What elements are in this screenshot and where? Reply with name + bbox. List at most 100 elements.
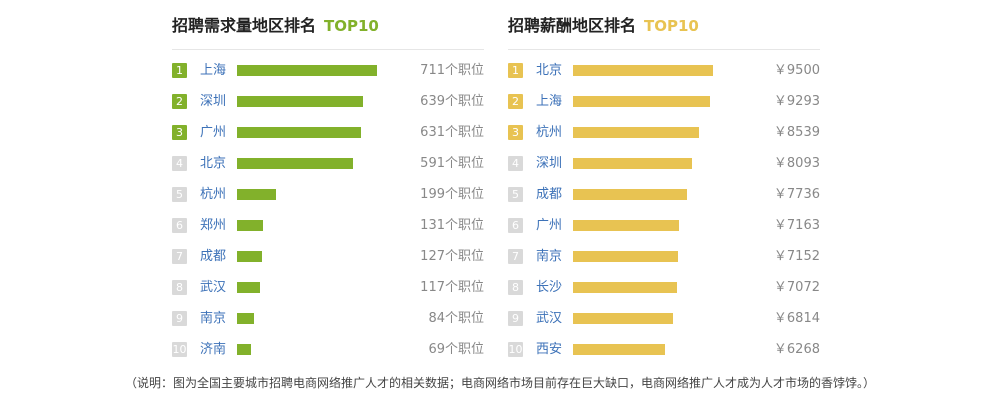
footnote: （说明：图为全国主要城市招聘电商网络推广人才的相关数据；电商网络市场目前存在巨大… xyxy=(124,376,875,390)
city-name: 杭州 xyxy=(200,187,227,202)
salary-title-divider xyxy=(508,49,820,50)
city-name: 南京 xyxy=(536,249,563,264)
ranking-row: 4 北京 591个职位 xyxy=(172,148,484,179)
ranking-row: 10 西安 ￥6268 xyxy=(508,334,820,365)
city-name: 成都 xyxy=(200,249,227,264)
ranking-row: 4 深圳 ￥8093 xyxy=(508,148,820,179)
value-bar xyxy=(237,282,260,293)
value-bar xyxy=(573,282,677,293)
city-name: 西安 xyxy=(536,342,563,357)
value-bar xyxy=(573,313,673,324)
rank-badge: 10 xyxy=(172,342,187,357)
value-bar xyxy=(237,251,262,262)
value-label: 711个职位 xyxy=(420,63,484,78)
value-label: 69个职位 xyxy=(428,342,484,357)
city-name: 长沙 xyxy=(536,280,563,295)
rank-badge: 9 xyxy=(172,311,187,326)
ranking-row: 10 济南 69个职位 xyxy=(172,334,484,365)
ranking-row: 7 成都 127个职位 xyxy=(172,241,484,272)
rank-badge: 7 xyxy=(172,249,187,264)
value-bar xyxy=(573,158,692,169)
value-label: 639个职位 xyxy=(420,94,484,109)
demand-ranking-title: 招聘需求量地区排名 TOP10 xyxy=(172,14,379,38)
rank-badge: 1 xyxy=(508,63,523,78)
ranking-row: 1 上海 711个职位 xyxy=(172,55,484,86)
value-label: ￥9500 xyxy=(773,63,820,78)
value-label: 591个职位 xyxy=(420,156,484,171)
rank-badge: 1 xyxy=(172,63,187,78)
value-label: 199个职位 xyxy=(420,187,484,202)
city-name: 上海 xyxy=(200,63,227,78)
value-label: 127个职位 xyxy=(420,249,484,264)
city-name: 北京 xyxy=(536,63,563,78)
value-bar xyxy=(573,220,679,231)
value-label: ￥8539 xyxy=(773,125,820,140)
rank-badge: 4 xyxy=(508,156,523,171)
rank-badge: 4 xyxy=(172,156,187,171)
rank-badge: 2 xyxy=(172,94,187,109)
value-bar xyxy=(573,127,699,138)
value-label: ￥7736 xyxy=(773,187,820,202)
rank-badge: 5 xyxy=(508,187,523,202)
city-name: 广州 xyxy=(200,125,227,140)
value-label: ￥6814 xyxy=(773,311,820,326)
value-bar xyxy=(573,251,678,262)
rank-badge: 8 xyxy=(172,280,187,295)
value-bar xyxy=(237,313,254,324)
ranking-row: 5 杭州 199个职位 xyxy=(172,179,484,210)
city-name: 深圳 xyxy=(536,156,563,171)
rank-badge: 6 xyxy=(172,218,187,233)
ranking-row: 8 长沙 ￥7072 xyxy=(508,272,820,303)
value-bar xyxy=(237,189,276,200)
city-name: 郑州 xyxy=(200,218,227,233)
value-bar xyxy=(573,189,687,200)
ranking-row: 9 南京 84个职位 xyxy=(172,303,484,334)
salary-title-tag: TOP10 xyxy=(644,17,699,35)
ranking-row: 6 郑州 131个职位 xyxy=(172,210,484,241)
value-bar xyxy=(573,65,713,76)
demand-title-tag: TOP10 xyxy=(324,17,379,35)
city-name: 上海 xyxy=(536,94,563,109)
rank-badge: 10 xyxy=(508,342,523,357)
ranking-row: 1 北京 ￥9500 xyxy=(508,55,820,86)
value-bar xyxy=(573,96,710,107)
value-label: ￥7163 xyxy=(773,218,820,233)
rank-badge: 3 xyxy=(508,125,523,140)
value-label: ￥7072 xyxy=(773,280,820,295)
ranking-row: 9 武汉 ￥6814 xyxy=(508,303,820,334)
value-label: ￥8093 xyxy=(773,156,820,171)
demand-title-divider xyxy=(172,49,484,50)
rank-badge: 7 xyxy=(508,249,523,264)
rank-badge: 9 xyxy=(508,311,523,326)
value-bar xyxy=(237,344,251,355)
value-label: 117个职位 xyxy=(420,280,484,295)
value-label: ￥6268 xyxy=(773,342,820,357)
rank-badge: 2 xyxy=(508,94,523,109)
value-label: ￥7152 xyxy=(773,249,820,264)
value-label: ￥9293 xyxy=(773,94,820,109)
city-name: 武汉 xyxy=(200,280,227,295)
salary-title-text: 招聘薪酬地区排名 xyxy=(508,16,637,35)
value-bar xyxy=(237,158,353,169)
ranking-row: 8 武汉 117个职位 xyxy=(172,272,484,303)
city-name: 济南 xyxy=(200,342,227,357)
city-name: 武汉 xyxy=(536,311,563,326)
value-bar xyxy=(237,65,377,76)
demand-title-text: 招聘需求量地区排名 xyxy=(172,16,317,35)
value-bar xyxy=(573,344,665,355)
rank-badge: 8 xyxy=(508,280,523,295)
ranking-row: 2 上海 ￥9293 xyxy=(508,86,820,117)
value-bar xyxy=(237,220,263,231)
rank-badge: 3 xyxy=(172,125,187,140)
city-name: 成都 xyxy=(536,187,563,202)
value-label: 631个职位 xyxy=(420,125,484,140)
value-bar xyxy=(237,127,361,138)
ranking-row: 3 广州 631个职位 xyxy=(172,117,484,148)
ranking-row: 7 南京 ￥7152 xyxy=(508,241,820,272)
ranking-row: 2 深圳 639个职位 xyxy=(172,86,484,117)
value-bar xyxy=(237,96,363,107)
city-name: 北京 xyxy=(200,156,227,171)
city-name: 深圳 xyxy=(200,94,227,109)
salary-ranking-title: 招聘薪酬地区排名 TOP10 xyxy=(508,14,699,38)
city-name: 杭州 xyxy=(536,125,563,140)
